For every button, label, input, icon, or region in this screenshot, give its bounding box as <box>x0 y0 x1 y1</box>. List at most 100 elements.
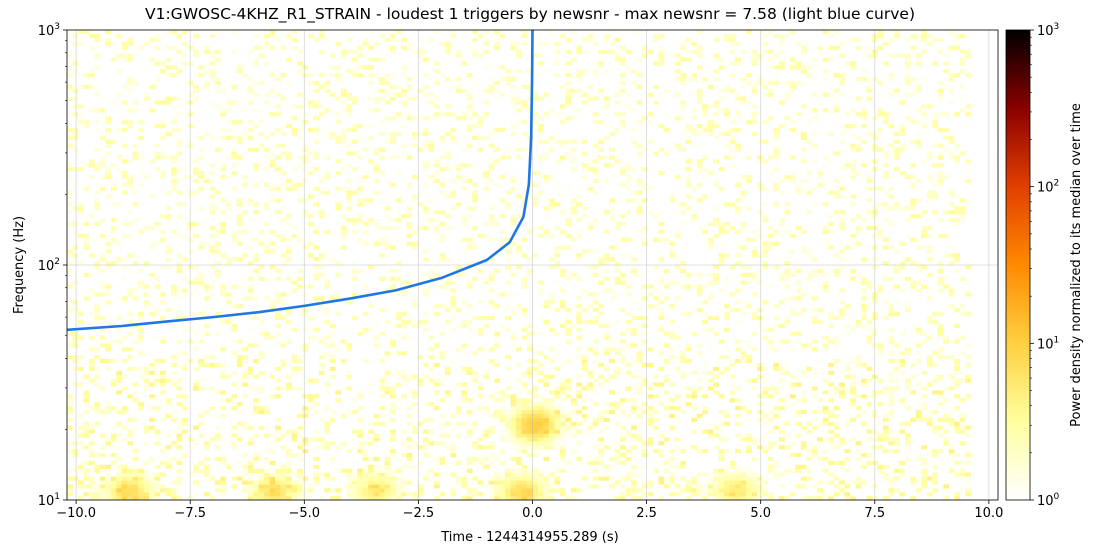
heatmap-cell <box>729 265 736 270</box>
heatmap-cell <box>379 88 385 93</box>
heatmap-cell <box>209 265 216 270</box>
heatmap-cell <box>822 241 829 246</box>
heatmap-cell <box>937 268 944 274</box>
heatmap-cell <box>548 476 555 481</box>
heatmap-cell <box>346 104 353 109</box>
heatmap-cell <box>406 453 413 458</box>
heatmap-cell <box>713 366 719 372</box>
heatmap-cell <box>149 492 155 497</box>
heatmap-cell <box>532 480 539 485</box>
heatmap-cell <box>844 468 851 473</box>
heatmap-cell <box>275 476 281 481</box>
heatmap-cell <box>318 417 325 422</box>
heatmap-cell <box>806 276 813 281</box>
heatmap-cell <box>395 484 402 489</box>
heatmap-cell <box>899 241 906 246</box>
heatmap-cell <box>275 472 281 477</box>
heatmap-cell <box>247 284 254 289</box>
heatmap-cell <box>165 308 172 313</box>
heatmap-cell <box>362 198 369 203</box>
heatmap-cell <box>746 343 752 348</box>
heatmap-cell <box>510 488 517 493</box>
heatmap-cell <box>559 464 566 469</box>
heatmap-cell <box>127 288 134 293</box>
heatmap-cell <box>384 233 391 238</box>
heatmap-cell <box>882 425 889 430</box>
heatmap-cell <box>346 449 353 454</box>
heatmap-cell <box>888 476 895 481</box>
heatmap-cell <box>861 261 867 266</box>
heatmap-cell <box>390 390 396 395</box>
heatmap-cell <box>598 429 604 434</box>
heatmap-cell <box>346 496 353 500</box>
heatmap-cell <box>965 460 971 466</box>
heatmap-cell <box>110 237 117 242</box>
heatmap-cell <box>83 402 90 407</box>
heatmap-cell <box>921 413 928 419</box>
heatmap-cell <box>800 178 807 184</box>
heatmap-cell <box>855 229 862 234</box>
heatmap-cell <box>258 409 265 415</box>
heatmap-cell <box>121 174 128 180</box>
heatmap-cell <box>592 190 599 195</box>
heatmap-cell <box>767 382 774 387</box>
heatmap-cell <box>548 206 555 211</box>
heatmap-cell <box>581 476 588 481</box>
heatmap-cell <box>247 84 254 90</box>
heatmap-cell <box>324 135 331 140</box>
heatmap-cell <box>77 167 84 172</box>
heatmap-cell <box>740 100 747 105</box>
heatmap-cell <box>406 480 413 485</box>
heatmap-cell <box>800 370 807 375</box>
heatmap-cell <box>822 202 829 207</box>
heatmap-cell <box>954 308 960 313</box>
heatmap-cell <box>494 335 500 340</box>
heatmap-cell <box>576 355 583 360</box>
heatmap-cell <box>888 359 895 364</box>
heatmap-cell <box>247 370 254 375</box>
heatmap-cell <box>466 460 473 466</box>
heatmap-cell <box>214 433 221 438</box>
heatmap-cell <box>576 374 583 379</box>
heatmap-cell <box>329 355 336 360</box>
heatmap-cell <box>833 96 840 101</box>
heatmap-cell <box>954 155 960 160</box>
heatmap-cell <box>888 245 895 250</box>
heatmap-cell <box>483 433 489 438</box>
heatmap-cell <box>450 206 457 211</box>
heatmap-cell <box>965 355 971 360</box>
heatmap-cell <box>554 308 561 313</box>
heatmap-cell <box>280 480 287 485</box>
heatmap-cell <box>368 382 374 387</box>
heatmap-cell <box>505 366 511 372</box>
heatmap-cell <box>521 104 528 109</box>
heatmap-cell <box>318 210 325 215</box>
heatmap-cell <box>417 488 424 493</box>
heatmap-cell <box>713 178 719 184</box>
heatmap-cell <box>850 171 856 176</box>
heatmap-cell <box>839 386 845 391</box>
heatmap-cell <box>543 233 550 238</box>
heatmap-cell <box>685 143 692 148</box>
heatmap-cell <box>527 453 533 458</box>
heatmap-cell <box>527 84 533 90</box>
heatmap-cell <box>88 272 95 278</box>
heatmap-cell <box>921 417 928 422</box>
heatmap-cell <box>609 464 615 469</box>
heatmap-cell <box>603 468 610 473</box>
heatmap-cell <box>461 214 468 219</box>
heatmap-cell <box>373 225 380 231</box>
heatmap-cell <box>149 496 155 500</box>
heatmap-cell <box>965 280 971 285</box>
heatmap-cell <box>132 464 139 469</box>
heatmap-cell <box>88 460 95 466</box>
heatmap-cell <box>297 127 303 133</box>
heatmap-cell <box>401 143 407 148</box>
heatmap-cell <box>784 116 791 121</box>
heatmap-cell <box>72 280 79 285</box>
heatmap-cell <box>165 402 172 407</box>
heatmap-cell <box>231 323 238 328</box>
heatmap-cell <box>937 288 944 293</box>
heatmap-cell <box>242 425 249 430</box>
heatmap-cell <box>828 370 835 375</box>
